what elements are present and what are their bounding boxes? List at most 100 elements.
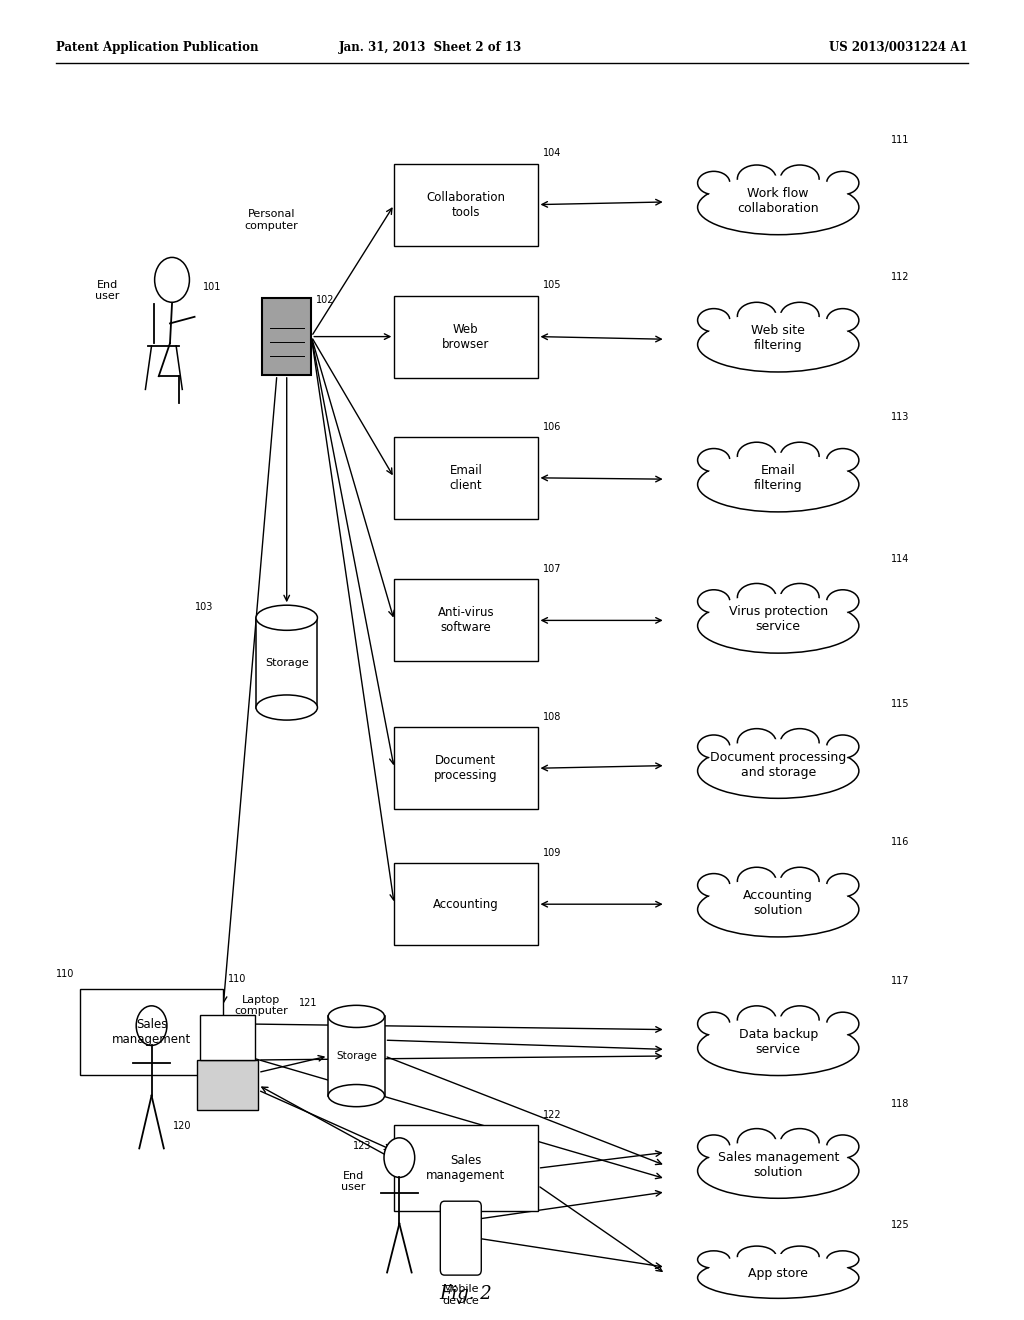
Ellipse shape	[697, 1135, 730, 1158]
Ellipse shape	[709, 1254, 848, 1287]
Text: 109: 109	[543, 847, 561, 858]
FancyBboxPatch shape	[197, 1060, 258, 1110]
FancyBboxPatch shape	[328, 1016, 384, 1096]
Text: Mobile
device: Mobile device	[442, 1284, 479, 1305]
Ellipse shape	[709, 1139, 848, 1184]
Ellipse shape	[737, 442, 776, 470]
Ellipse shape	[709, 453, 848, 498]
Ellipse shape	[826, 1012, 859, 1035]
Text: Web site
filtering: Web site filtering	[752, 325, 805, 352]
Text: Virus protection
service: Virus protection service	[729, 606, 827, 634]
Text: Document
processing: Document processing	[434, 754, 498, 783]
Ellipse shape	[697, 590, 730, 612]
Ellipse shape	[700, 886, 856, 933]
Text: 103: 103	[195, 602, 213, 612]
FancyBboxPatch shape	[394, 164, 538, 246]
Text: Email
client: Email client	[450, 463, 482, 492]
Ellipse shape	[697, 743, 859, 799]
Ellipse shape	[709, 313, 848, 358]
Ellipse shape	[256, 605, 317, 631]
Ellipse shape	[697, 317, 859, 372]
Text: Collaboration
tools: Collaboration tools	[426, 190, 506, 219]
Ellipse shape	[697, 180, 859, 235]
Ellipse shape	[700, 183, 856, 231]
Text: End
user: End user	[95, 1045, 120, 1067]
Ellipse shape	[737, 1246, 776, 1267]
Text: 101: 101	[203, 281, 221, 292]
Ellipse shape	[709, 176, 848, 220]
Ellipse shape	[697, 1251, 730, 1269]
Text: 112: 112	[891, 272, 909, 282]
Ellipse shape	[780, 1129, 819, 1156]
Circle shape	[384, 1138, 415, 1177]
Text: Anti-virus
software: Anti-virus software	[437, 606, 495, 635]
Ellipse shape	[826, 1251, 859, 1269]
Text: Accounting
solution: Accounting solution	[743, 890, 813, 917]
Text: Storage: Storage	[336, 1051, 377, 1061]
FancyBboxPatch shape	[440, 1201, 481, 1275]
Ellipse shape	[328, 1085, 385, 1106]
Text: Sales
management: Sales management	[426, 1154, 506, 1183]
Ellipse shape	[697, 874, 730, 896]
Ellipse shape	[780, 302, 819, 330]
Ellipse shape	[826, 172, 859, 194]
Text: 117: 117	[891, 975, 909, 986]
Ellipse shape	[737, 583, 776, 611]
Text: 116: 116	[891, 837, 909, 847]
Text: 122: 122	[543, 1110, 561, 1119]
Ellipse shape	[737, 867, 776, 895]
Ellipse shape	[737, 302, 776, 330]
FancyBboxPatch shape	[394, 579, 538, 661]
Ellipse shape	[737, 1129, 776, 1156]
Ellipse shape	[700, 1024, 856, 1072]
Text: 119: 119	[172, 1010, 190, 1020]
Ellipse shape	[709, 1016, 848, 1061]
FancyBboxPatch shape	[394, 1125, 538, 1212]
Text: Data backup
service: Data backup service	[738, 1028, 818, 1056]
FancyBboxPatch shape	[394, 727, 538, 809]
Ellipse shape	[826, 874, 859, 896]
Text: Fig. 2: Fig. 2	[439, 1284, 493, 1303]
Ellipse shape	[700, 321, 856, 368]
FancyBboxPatch shape	[80, 990, 223, 1074]
Text: Personal
computer: Personal computer	[245, 210, 298, 231]
Ellipse shape	[780, 442, 819, 470]
Ellipse shape	[709, 878, 848, 923]
Text: Work flow
collaboration: Work flow collaboration	[737, 187, 819, 215]
Text: Sales management
solution: Sales management solution	[718, 1151, 839, 1179]
Ellipse shape	[256, 694, 317, 721]
Ellipse shape	[328, 1006, 385, 1027]
Text: 118: 118	[891, 1098, 909, 1109]
Text: 102: 102	[316, 294, 335, 305]
Text: 123: 123	[353, 1140, 372, 1151]
Text: 111: 111	[891, 135, 909, 145]
Text: Laptop
computer: Laptop computer	[234, 995, 288, 1016]
Text: Sales
management: Sales management	[112, 1018, 191, 1047]
FancyBboxPatch shape	[394, 437, 538, 519]
Ellipse shape	[709, 594, 848, 639]
Ellipse shape	[697, 457, 859, 512]
Ellipse shape	[697, 1020, 859, 1076]
Text: 105: 105	[543, 280, 561, 290]
Ellipse shape	[697, 598, 859, 653]
Ellipse shape	[780, 729, 819, 756]
Text: 110: 110	[56, 969, 75, 979]
Ellipse shape	[697, 1143, 859, 1199]
Text: Document processing
and storage: Document processing and storage	[710, 751, 847, 779]
Ellipse shape	[697, 449, 730, 471]
Text: 104: 104	[543, 148, 561, 158]
Ellipse shape	[780, 1006, 819, 1034]
Ellipse shape	[697, 1012, 730, 1035]
Text: 110: 110	[228, 974, 247, 985]
Ellipse shape	[826, 735, 859, 758]
Ellipse shape	[826, 309, 859, 331]
Text: End
user: End user	[341, 1171, 366, 1192]
Ellipse shape	[697, 882, 859, 937]
Text: 113: 113	[891, 412, 909, 422]
Text: 121: 121	[299, 998, 317, 1008]
Text: Storage: Storage	[265, 657, 308, 668]
Ellipse shape	[826, 1135, 859, 1158]
Text: End
user: End user	[95, 280, 120, 301]
Circle shape	[136, 1006, 167, 1045]
Ellipse shape	[697, 172, 730, 194]
